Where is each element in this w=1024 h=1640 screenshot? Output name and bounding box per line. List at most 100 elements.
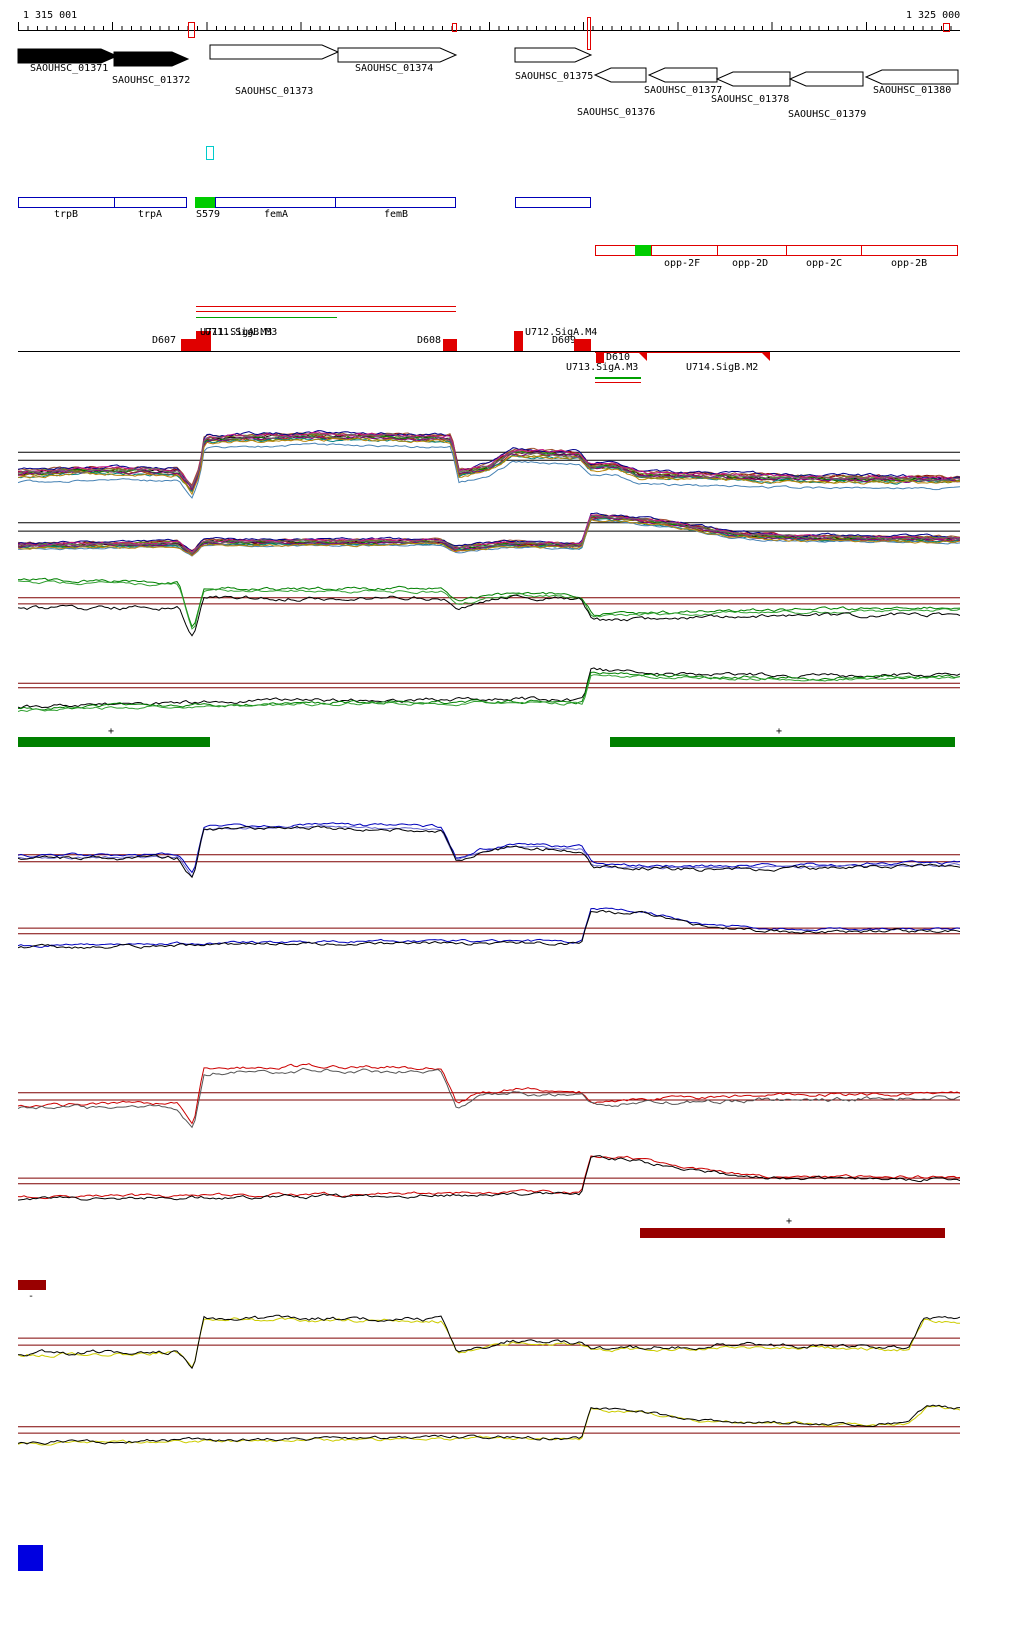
marker-line-u713 (595, 352, 647, 353)
gene-arrow-saouhsc-01378[interactable] (715, 71, 791, 87)
prediction-line-green-2 (595, 377, 641, 379)
gene-arrow-saouhsc-01376[interactable] (593, 67, 647, 83)
gene-arrow-saouhsc-01373[interactable] (209, 44, 340, 60)
mix-reverse-svg (17, 512, 961, 557)
ruler-end-label: 1 325 000 (906, 10, 961, 21)
blue-reverse-svg (17, 907, 961, 950)
ruler-start-label: 1 315 001 (23, 10, 78, 21)
marker-flag-u711[interactable] (196, 331, 211, 351)
segment-bar-green-1[interactable] (18, 737, 210, 747)
plus-sign-1: + (108, 726, 115, 737)
mix-forward-series-goldenrod (17, 437, 961, 496)
gene-arrow-saouhsc-01377[interactable] (647, 67, 718, 83)
gene-label-saouhsc-01380: SAOUHSC_01380 (873, 85, 952, 96)
annotation-label-opp2b: opp-2B (891, 258, 928, 269)
marker-flag-tri-u713[interactable] (638, 352, 647, 361)
gene-label-saouhsc-01374: SAOUHSC_01374 (355, 63, 434, 74)
annotation-label-fema: femA (264, 209, 289, 220)
signal-track-red-forward (17, 1052, 961, 1137)
red-reverse-svg (17, 1155, 961, 1201)
annotation-box-opp2d[interactable] (717, 245, 787, 256)
annotation-box-fema[interactable] (215, 197, 336, 208)
gene-label-saouhsc-01377: SAOUHSC_01377 (644, 85, 723, 96)
gene-label-saouhsc-01378: SAOUHSC_01378 (711, 94, 790, 105)
blue-forward-svg (17, 822, 961, 879)
annotation-box-opp2f[interactable] (651, 245, 718, 256)
marker-label-d608: D608 (417, 335, 442, 346)
segment-bar-darkred-2[interactable] (18, 1280, 46, 1290)
segment-bar-green-2[interactable] (610, 737, 955, 747)
annotation-box-trpb[interactable] (18, 197, 115, 208)
gene-track (17, 44, 959, 87)
yellow-reverse-svg (17, 1404, 961, 1446)
red-reverse-series-black (17, 1155, 961, 1201)
signal-track-green-reverse (17, 652, 961, 728)
green-reverse-series-black (17, 667, 961, 709)
ruler-minor-ticks (18, 26, 960, 30)
signal-track-yellow-forward (17, 1302, 961, 1390)
marker-flag-d608[interactable] (443, 339, 457, 351)
green-forward-series-black (17, 594, 961, 637)
marker-label-d610: D610 (606, 352, 631, 363)
annotation-box-opp2b[interactable] (861, 245, 958, 256)
marker-label-u714: U714.SigB.M2 (686, 362, 759, 373)
blue-reverse-series-blue1 (17, 907, 961, 948)
gene-label-saouhsc-01375: SAOUHSC_01375 (515, 71, 594, 82)
green-reverse-svg (17, 667, 961, 713)
blue-swatch (18, 1545, 43, 1571)
ruler-line (18, 30, 960, 31)
marker-flag-d607[interactable] (181, 339, 199, 351)
annotation-box-opp-start[interactable] (595, 245, 636, 256)
gene-arrow-saouhsc-01375[interactable] (514, 47, 593, 63)
prediction-line-red-1 (196, 306, 456, 307)
annotation-label-opp2d: opp-2D (732, 258, 769, 269)
annotation-box-s579[interactable] (195, 197, 216, 208)
annotation-box-unnamed[interactable] (515, 197, 591, 208)
annotation-label-s579: S579 (196, 209, 221, 220)
gene-label-saouhsc-01379: SAOUHSC_01379 (788, 109, 867, 120)
marker-flag-u712[interactable] (514, 331, 523, 351)
mix-forward-series-purple (17, 435, 961, 491)
marker-flag-tri-u714[interactable] (761, 352, 770, 361)
marker-flag-d609[interactable] (574, 339, 591, 351)
prediction-line-red-3 (595, 382, 641, 383)
green-forward-series-green2 (17, 580, 961, 630)
annotation-box-opp-green[interactable] (635, 245, 651, 256)
gene-label-saouhsc-01376: SAOUHSC_01376 (577, 107, 656, 118)
signal-track-mix-reverse (17, 510, 961, 574)
marker-label-d607: D607 (152, 335, 177, 346)
blue-reverse-series-black (17, 909, 961, 950)
mix-forward-svg (17, 430, 961, 499)
gene-arrow-saouhsc-01379[interactable] (788, 71, 864, 87)
annotation-box-trpa[interactable] (114, 197, 187, 208)
green-reverse-series-green2 (17, 674, 961, 713)
mix-reverse-series-goldenrod (17, 518, 961, 557)
prediction-line-red-2 (196, 311, 456, 312)
marker-line-u714 (647, 352, 770, 353)
red-reverse-series-red (17, 1155, 961, 1200)
mix-forward-series-olive (17, 435, 961, 493)
yellow-forward-series-black (17, 1314, 961, 1370)
gene-arrow-saouhsc-01371[interactable] (17, 48, 119, 64)
ruler-red-mark-3 (587, 17, 591, 50)
gene-arrow-saouhsc-01374[interactable] (337, 47, 458, 63)
blue-forward-series-blue2 (17, 825, 961, 878)
mix-forward-series-navy (17, 430, 961, 489)
marker-label-d609: D609 (552, 335, 577, 346)
gene-arrow-saouhsc-01372[interactable] (113, 51, 190, 67)
ruler-red-mark-1 (188, 22, 195, 38)
annotation-label-femb: femB (384, 209, 409, 220)
marker-label-u713: U713.SigA.M3 (566, 362, 639, 373)
green-forward-svg (17, 577, 961, 637)
annotation-box-opp2c[interactable] (786, 245, 862, 256)
annotation-box-femb[interactable] (335, 197, 456, 208)
segment-bar-darkred-1[interactable] (640, 1228, 945, 1238)
mix-forward-series-steelblue (17, 442, 961, 499)
red-forward-series-red (17, 1063, 961, 1125)
green-reverse-series-green1 (17, 671, 961, 711)
gene-arrow-saouhsc-01380[interactable] (864, 69, 959, 85)
ruler-red-mark-2 (452, 23, 457, 32)
green-forward-series-green1 (17, 577, 961, 628)
marker-label-u712: U712.SigA.M4 (525, 327, 598, 338)
marker-flag-d610[interactable] (596, 352, 604, 363)
